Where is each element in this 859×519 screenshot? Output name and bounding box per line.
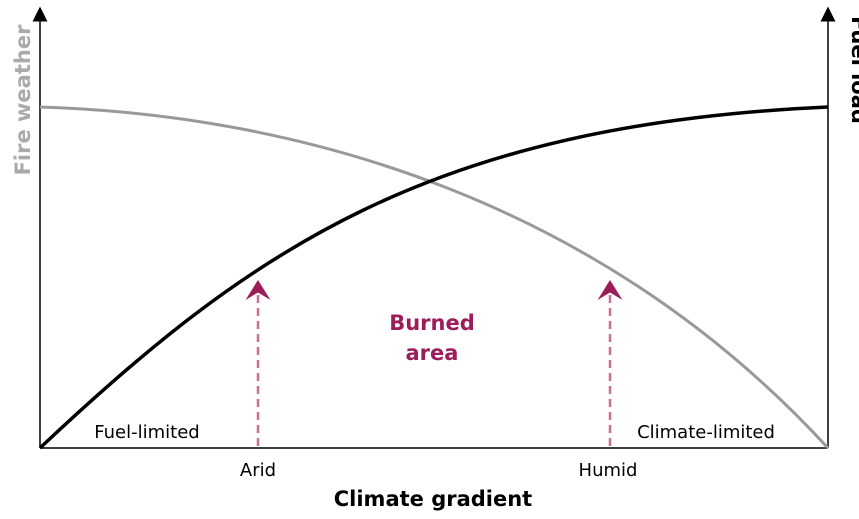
x-label: Humid bbox=[579, 460, 638, 481]
right-axis-label: Fuel load bbox=[847, 16, 859, 124]
fuel-load-curve bbox=[38, 105, 829, 450]
region-label: Fuel-limited bbox=[94, 422, 199, 443]
left-axis-label: Fire weather bbox=[11, 24, 35, 175]
center-label: Burned bbox=[389, 311, 475, 335]
fire-weather-curve bbox=[39, 105, 830, 450]
region-label: Climate-limited bbox=[637, 422, 775, 443]
x-label: Arid bbox=[240, 460, 276, 481]
center-label: area bbox=[406, 341, 459, 365]
x-axis-title: Climate gradient bbox=[334, 487, 532, 511]
